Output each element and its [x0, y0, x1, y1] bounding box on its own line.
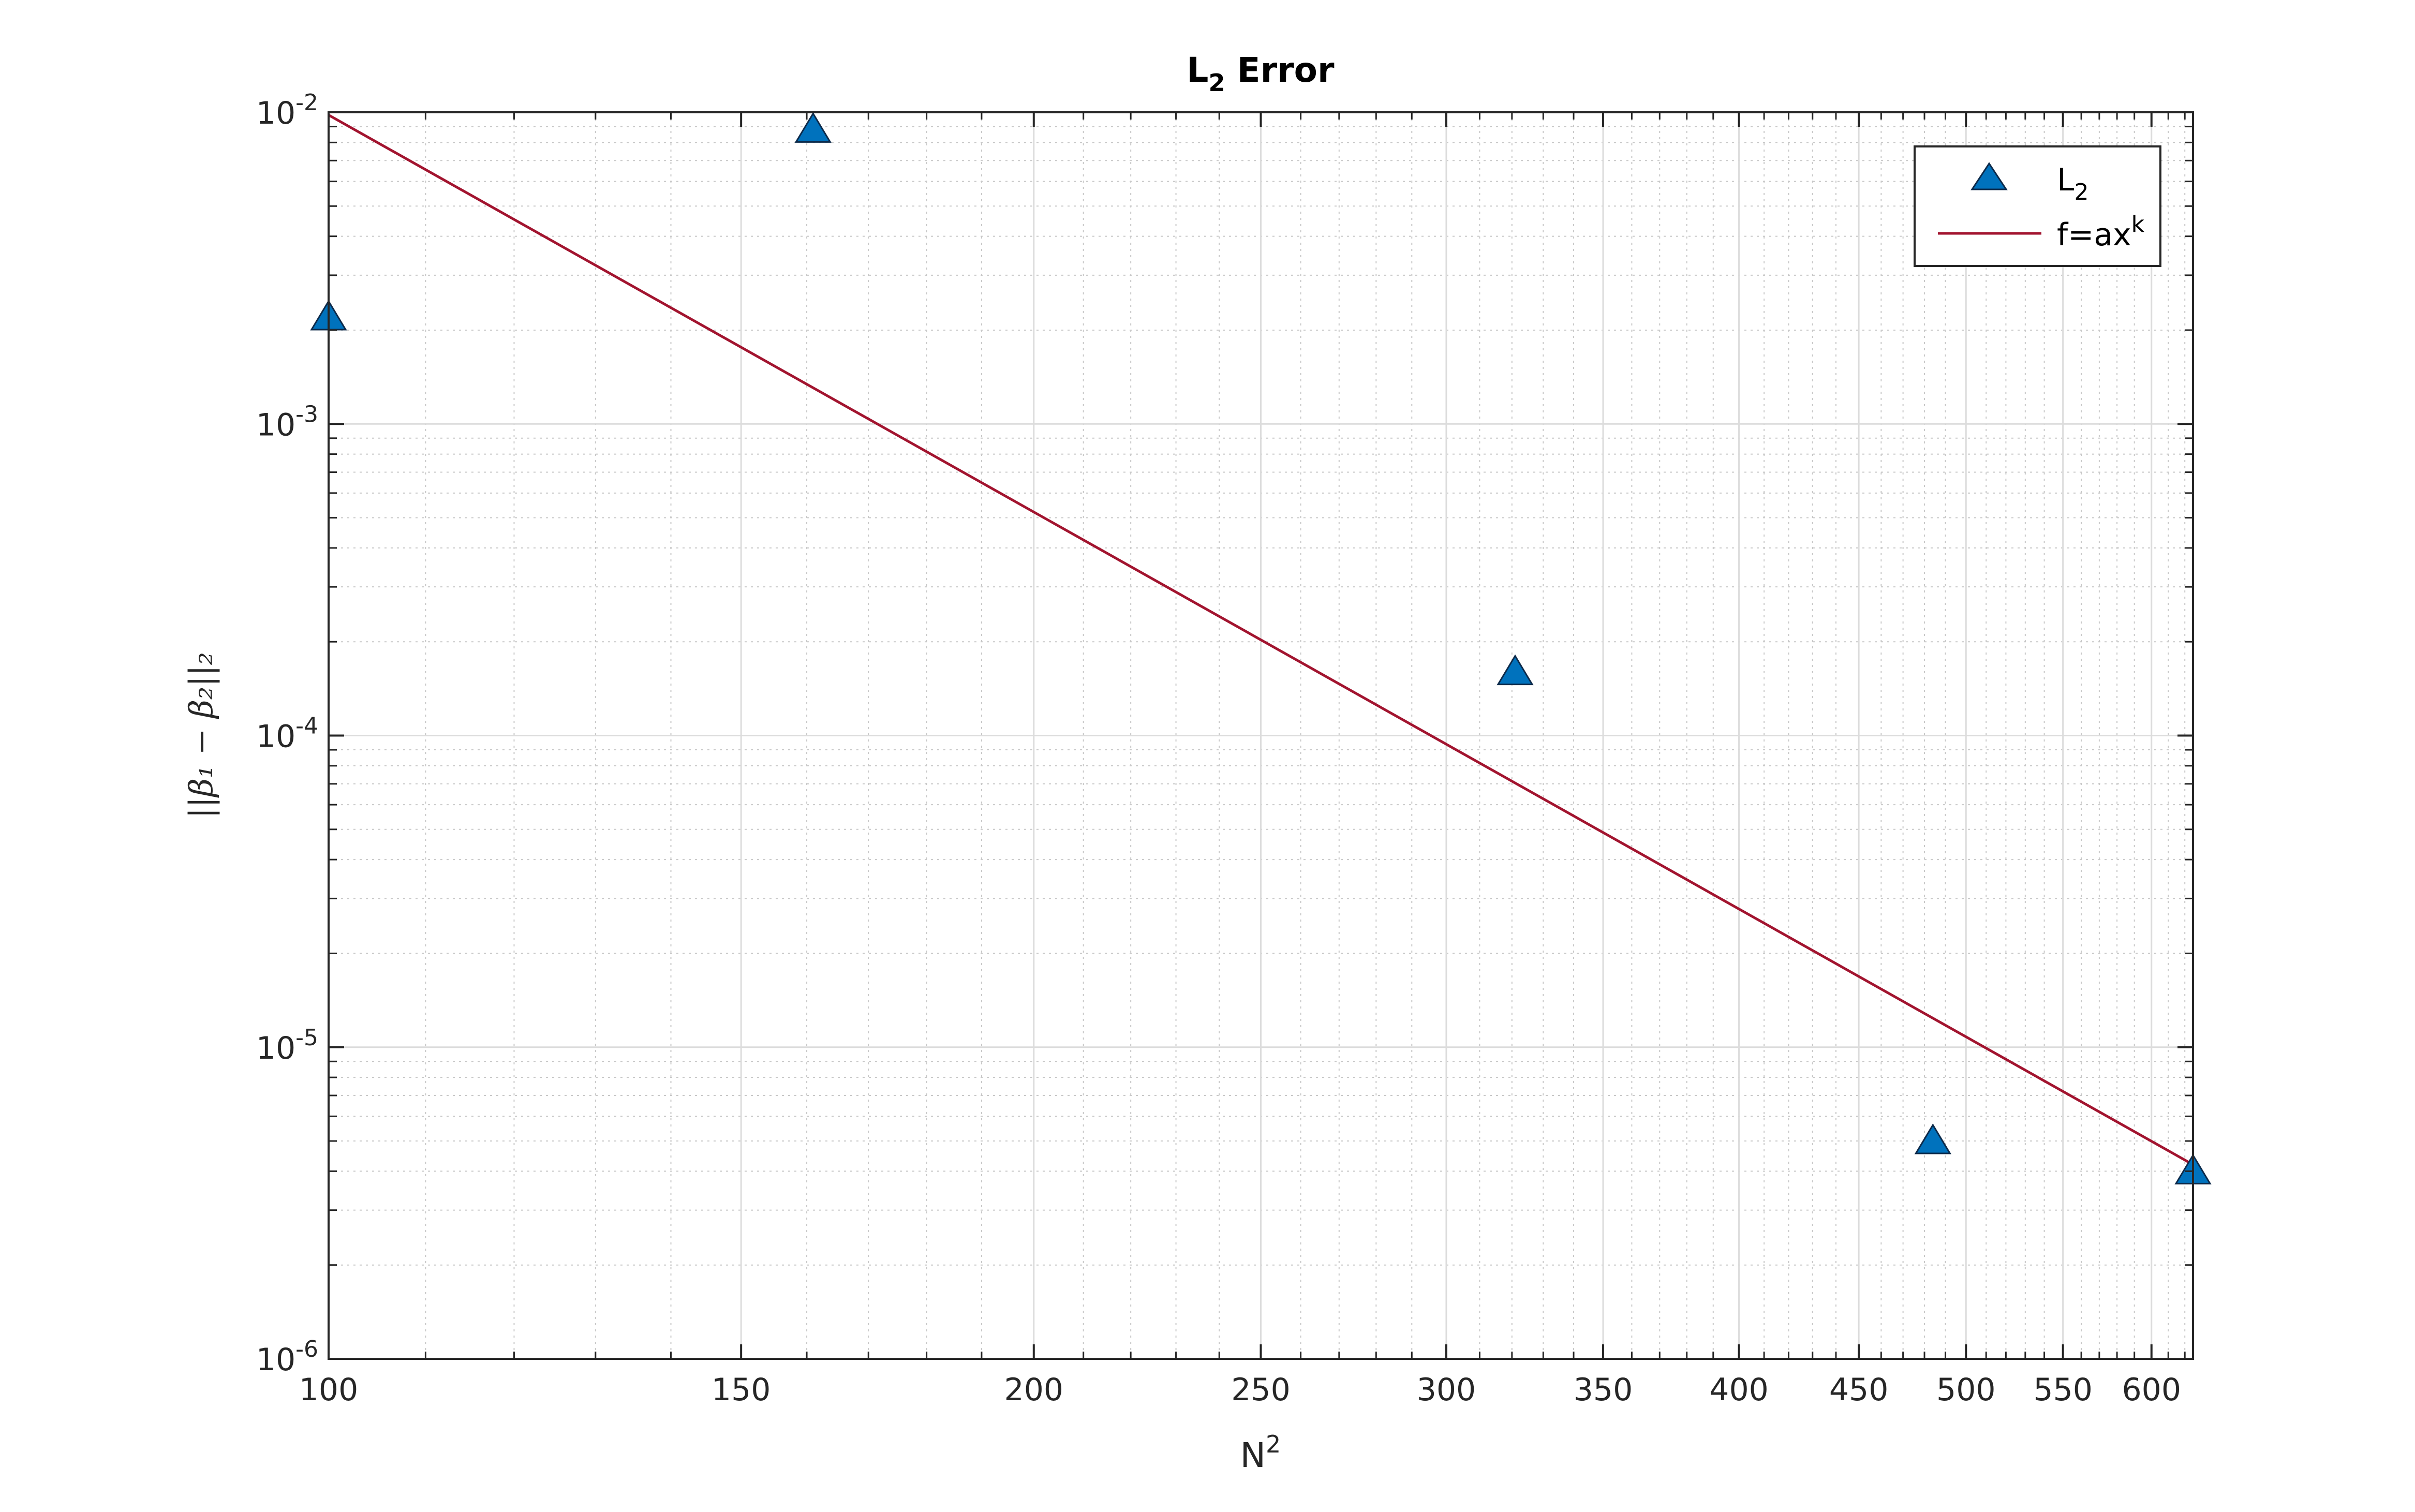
x-tick-label: 300	[1417, 1372, 1476, 1408]
tick-marks	[328, 111, 2193, 1360]
legend-label-fit-base: f=ax	[2057, 217, 2131, 253]
x-tick-label: 500	[1936, 1372, 1996, 1408]
x-tick-labels: 100 150 200 250 300 350 400 450 500 550 600	[299, 1372, 2181, 1408]
x-axis-label-base: N	[1240, 1435, 1266, 1475]
x-tick-label: 350	[1574, 1372, 1633, 1408]
y-tick-label: 10-4	[256, 713, 318, 755]
y-tick-label: 10-6	[256, 1336, 318, 1378]
x-tick-label: 550	[2033, 1372, 2093, 1408]
legend-item-fit: f=axk	[1938, 211, 2145, 253]
legend-label-fit-superscript: k	[2131, 211, 2145, 238]
y-axis-label: ||β₁ − β₂||₂	[182, 652, 220, 818]
y-tick-label: 10-3	[256, 401, 318, 443]
chart-title-base: L	[1187, 50, 1208, 90]
data-point-triangle	[1914, 1123, 1951, 1154]
minor-grid	[329, 112, 2193, 1359]
x-tick-label: 200	[1004, 1372, 1064, 1408]
x-tick-label: 100	[299, 1372, 359, 1408]
x-axis-label-superscript: 2	[1266, 1430, 1281, 1458]
legend-label-fit: f=axk	[2057, 211, 2145, 253]
chart-title: L2 Error	[1187, 50, 1335, 97]
chart-title-rest: Error	[1225, 50, 1335, 90]
data-point-triangle	[794, 112, 832, 143]
y-tick-label: 10-5	[256, 1025, 318, 1066]
y-tick-label: 10-2	[256, 90, 318, 131]
y-tick-labels: 10-6 10-5 10-4 10-3 10-2	[256, 90, 318, 1378]
x-tick-label: 600	[2122, 1372, 2181, 1408]
fit-line	[328, 114, 2194, 1166]
x-tick-label: 250	[1231, 1372, 1291, 1408]
x-tick-label: 450	[1829, 1372, 1889, 1408]
legend-label-l2-base: L	[2057, 162, 2075, 198]
legend: L2 f=axk	[1914, 145, 2161, 267]
chart-title-subscript: 2	[1208, 69, 1225, 97]
legend-box	[1914, 145, 2161, 267]
x-axis-label: N2	[1240, 1430, 1281, 1475]
x-tick-label: 150	[712, 1372, 771, 1408]
legend-triangle-marker	[1970, 162, 2008, 190]
legend-label-l2-subscript: 2	[2074, 179, 2088, 205]
x-tick-label: 400	[1709, 1372, 1769, 1408]
legend-label-l2: L2	[2057, 162, 2088, 205]
data-point-triangle	[1497, 654, 1534, 686]
legend-item-l2: L2	[1970, 162, 2088, 205]
